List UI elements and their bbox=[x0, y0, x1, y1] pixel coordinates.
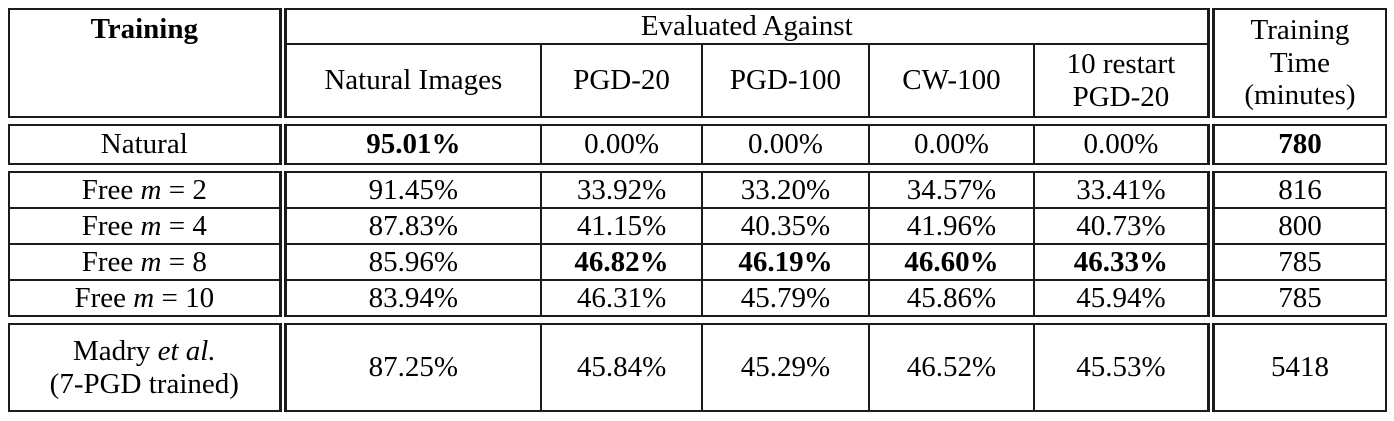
row-label-cell: Free m = 10 bbox=[8, 279, 284, 317]
math-variable: m bbox=[133, 281, 155, 314]
row-label-cell: Natural bbox=[8, 124, 284, 165]
accuracy-cell: 0.00% bbox=[867, 124, 1035, 165]
header-block: Training Evaluated Against Training Time… bbox=[8, 8, 1388, 118]
training-time-header-cell: Training Time (minutes) bbox=[1206, 8, 1388, 118]
accuracy-cell: 87.25% bbox=[278, 323, 543, 412]
math-variable: m bbox=[140, 245, 162, 278]
accuracy-cell: 46.33% bbox=[1032, 243, 1212, 281]
row-label-text: Free bbox=[74, 281, 134, 314]
row-label-cell: Free m = 8 bbox=[8, 243, 284, 281]
math-variable: m bbox=[140, 209, 162, 242]
row-label-text: = 10 bbox=[154, 281, 215, 314]
accuracy-cell: 95.01% bbox=[278, 124, 543, 165]
time-cell: 816 bbox=[1206, 171, 1388, 209]
math-variable: m bbox=[140, 173, 162, 206]
accuracy-cell: 87.83% bbox=[278, 207, 543, 245]
accuracy-cell: 45.79% bbox=[701, 279, 870, 317]
table-row-free-m2: Free m = 2 91.45% 33.92% 33.20% 34.57% 3… bbox=[8, 171, 1388, 209]
accuracy-cell: 40.35% bbox=[701, 207, 870, 245]
time-cell: 5418 bbox=[1206, 323, 1388, 412]
row-label-line2: (7-PGD trained) bbox=[49, 367, 239, 400]
accuracy-cell: 0.00% bbox=[701, 124, 870, 165]
accuracy-cell: 46.19% bbox=[701, 243, 870, 281]
attack-column-header-natural-images: Natural Images bbox=[278, 43, 543, 118]
accuracy-cell: 45.94% bbox=[1032, 279, 1212, 317]
table-row-free-m4: Free m = 4 87.83% 41.15% 40.35% 41.96% 4… bbox=[8, 207, 1388, 245]
evaluated-against-header-cell: Evaluated Against bbox=[278, 8, 1212, 45]
accuracy-cell: 33.92% bbox=[540, 171, 703, 209]
free-rows-block: Free m = 2 91.45% 33.92% 33.20% 34.57% 3… bbox=[8, 171, 1388, 317]
time-cell: 785 bbox=[1206, 243, 1388, 281]
accuracy-cell: 33.20% bbox=[701, 171, 870, 209]
accuracy-cell: 34.57% bbox=[867, 171, 1035, 209]
table-row-madry: Madry et al. (7-PGD trained) 87.25% 45.8… bbox=[8, 323, 1388, 412]
accuracy-cell: 45.53% bbox=[1032, 323, 1212, 412]
attack-column-header-pgd100: PGD-100 bbox=[701, 43, 870, 118]
accuracy-cell: 41.15% bbox=[540, 207, 703, 245]
attack-column-header-pgd20: PGD-20 bbox=[540, 43, 703, 118]
accuracy-cell: 46.60% bbox=[867, 243, 1035, 281]
accuracy-cell: 83.94% bbox=[278, 279, 543, 317]
row-label-text: Free bbox=[81, 245, 141, 278]
training-header-cell: Training bbox=[8, 8, 284, 118]
row-label-cell: Madry et al. (7-PGD trained) bbox=[8, 323, 284, 412]
row-label-cell: Free m = 2 bbox=[8, 171, 284, 209]
accuracy-cell: 40.73% bbox=[1032, 207, 1212, 245]
row-label-etal: et al. bbox=[157, 335, 216, 368]
accuracy-cell: 91.45% bbox=[278, 171, 543, 209]
row-label-cell: Free m = 4 bbox=[8, 207, 284, 245]
madry-row-block: Madry et al. (7-PGD trained) 87.25% 45.8… bbox=[8, 323, 1388, 412]
row-label-text: Free bbox=[81, 209, 141, 242]
table-row-free-m10: Free m = 10 83.94% 46.31% 45.79% 45.86% … bbox=[8, 279, 1388, 317]
accuracy-cell: 33.41% bbox=[1032, 171, 1212, 209]
row-label-text: = 8 bbox=[161, 245, 207, 278]
time-cell: 785 bbox=[1206, 279, 1388, 317]
accuracy-cell: 0.00% bbox=[1032, 124, 1212, 165]
results-table: Training Evaluated Against Training Time… bbox=[8, 8, 1388, 418]
table-row-free-m8: Free m = 8 85.96% 46.82% 46.19% 46.60% 4… bbox=[8, 243, 1388, 281]
attack-column-header-10restart-pgd20: 10 restart PGD-20 bbox=[1032, 43, 1212, 118]
accuracy-cell: 45.29% bbox=[701, 323, 870, 412]
row-label-text: Free bbox=[81, 173, 141, 206]
accuracy-cell: 46.52% bbox=[867, 323, 1035, 412]
accuracy-cell: 45.86% bbox=[867, 279, 1035, 317]
accuracy-cell: 45.84% bbox=[540, 323, 703, 412]
table-row-natural: Natural 95.01% 0.00% 0.00% 0.00% 0.00% 7… bbox=[8, 124, 1388, 165]
attack-column-header-cw100: CW-100 bbox=[867, 43, 1035, 118]
accuracy-cell: 0.00% bbox=[540, 124, 703, 165]
row-label-text: = 2 bbox=[161, 173, 207, 206]
natural-row-block: Natural 95.01% 0.00% 0.00% 0.00% 0.00% 7… bbox=[8, 124, 1388, 165]
row-label-text: Madry bbox=[73, 335, 158, 368]
accuracy-cell: 46.31% bbox=[540, 279, 703, 317]
row-label-line1: Madry et al. bbox=[14, 335, 275, 367]
accuracy-cell: 41.96% bbox=[867, 207, 1035, 245]
time-cell: 780 bbox=[1206, 124, 1388, 165]
row-label-text: = 4 bbox=[161, 209, 207, 242]
time-cell: 800 bbox=[1206, 207, 1388, 245]
accuracy-cell: 85.96% bbox=[278, 243, 543, 281]
accuracy-cell: 46.82% bbox=[540, 243, 703, 281]
